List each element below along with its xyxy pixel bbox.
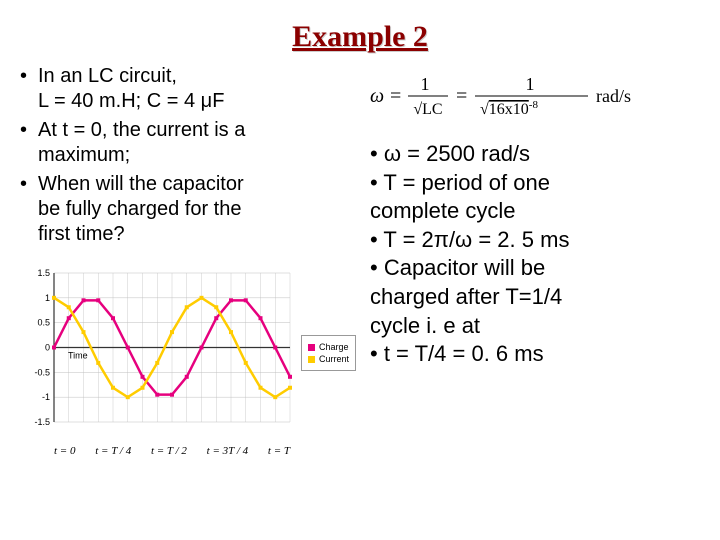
ans-1-text: ω = 2500 rad/s (384, 141, 530, 166)
xlabel-4: t = T (268, 445, 290, 457)
legend-current-swatch (308, 356, 315, 363)
bullet-3: When will the capacitor be fully charged… (20, 172, 350, 247)
legend-charge: Charge (308, 342, 349, 352)
problem-bullets: In an LC circuit, L = 40 m.H; C = 4 μF A… (20, 64, 350, 247)
bullet-2-line2: maximum; (38, 144, 130, 166)
bullet-1-line1: In an LC circuit, (38, 65, 177, 87)
ans-5-text: t = T/4 = 0. 6 ms (384, 341, 544, 366)
ans-3: • T = 2π/ω = 2. 5 ms (370, 226, 700, 255)
legend-charge-label: Charge (319, 342, 349, 352)
xlabel-0: t = 0 (54, 445, 75, 457)
svg-text:-1: -1 (42, 392, 50, 402)
answer-block: • ω = 2500 rad/s • T = period of one com… (370, 140, 700, 369)
svg-text:0: 0 (45, 343, 50, 353)
formula-num1: 1 (421, 74, 430, 94)
bullet-1: In an LC circuit, L = 40 m.H; C = 4 μF (20, 64, 350, 114)
right-column: ω = 1 √LC = 1 √16x10-8 rad/s • ω = 2500 … (360, 64, 700, 455)
formula-unit: rad/s (596, 86, 631, 106)
svg-text:-1.5: -1.5 (34, 417, 50, 427)
chart-xlabels: t = 0 t = T / 4 t = T / 2 t = 3T / 4 t =… (54, 445, 290, 457)
omega-formula: ω = 1 √LC = 1 √16x10-8 rad/s (370, 72, 700, 122)
formula-svg: ω = 1 √LC = 1 √16x10-8 rad/s (370, 72, 700, 122)
formula-den2: √16x10-8 (480, 99, 538, 118)
svg-text:1.5: 1.5 (37, 268, 50, 278)
content-area: In an LC circuit, L = 40 m.H; C = 4 μF A… (0, 64, 720, 455)
bullet-2-line1: At t = 0, the current is a (38, 119, 245, 141)
svg-text:-0.5: -0.5 (34, 367, 50, 377)
xlabel-3: t = 3T / 4 (207, 445, 248, 457)
chart-container: 1.5 1 0.5 0 -0.5 -1 -1.5 Time Charge Current t … (20, 265, 350, 455)
ans-2-text: T = period of one (383, 170, 550, 195)
legend-current: Current (308, 354, 349, 364)
ans-2b: complete cycle (370, 197, 700, 226)
chart-legend: Charge Current (301, 335, 356, 371)
ans-4c: cycle i. e at (370, 312, 700, 341)
bullet-3-line3: first time? (38, 223, 125, 245)
bullet-3-line2: be fully charged for the (38, 198, 241, 220)
slide-title: Example 2 (0, 0, 720, 64)
ans-3-text: T = 2π/ω = 2. 5 ms (383, 227, 569, 252)
legend-current-label: Current (319, 354, 349, 364)
xlabel-1: t = T / 4 (95, 445, 131, 457)
formula-eq1: = (390, 85, 401, 107)
ans-4b: charged after T=1/4 (370, 283, 700, 312)
ans-1: • ω = 2500 rad/s (370, 140, 700, 169)
bullet-2: At t = 0, the current is a maximum; (20, 118, 350, 168)
bullet-3-line1: When will the capacitor (38, 173, 244, 195)
ans-2: • T = period of one (370, 169, 700, 198)
svg-text:0.5: 0.5 (37, 318, 50, 328)
formula-eq2: = (456, 85, 467, 107)
ans-5: • t = T/4 = 0. 6 ms (370, 340, 700, 369)
ans-4: • Capacitor will be (370, 254, 700, 283)
left-column: In an LC circuit, L = 40 m.H; C = 4 μF A… (20, 64, 360, 455)
formula-lhs: ω (370, 85, 384, 107)
svg-text:1: 1 (45, 293, 50, 303)
formula-den1: √LC (413, 101, 442, 118)
svg-text:Time: Time (68, 351, 88, 361)
bullet-1-line2: L = 40 m.H; C = 4 μF (38, 90, 224, 112)
legend-charge-swatch (308, 344, 315, 351)
formula-num2: 1 (526, 74, 535, 94)
xlabel-2: t = T / 2 (151, 445, 187, 457)
ans-4-text: Capacitor will be (384, 255, 545, 280)
